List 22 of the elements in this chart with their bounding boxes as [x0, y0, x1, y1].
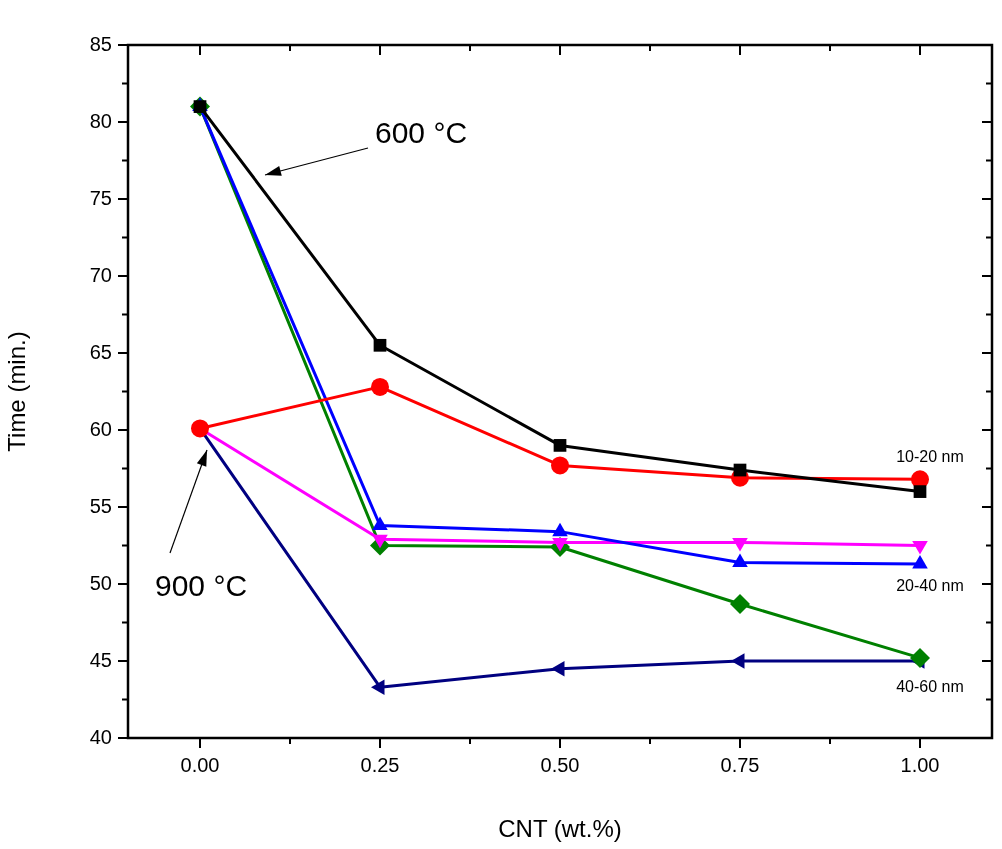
y-tick-label: 75: [89, 186, 112, 209]
x-tick-label: 0.50: [540, 753, 580, 776]
y-tick-label: 70: [89, 263, 112, 286]
y-tick-label: 40: [89, 725, 112, 748]
annotation: 900 °C: [155, 569, 248, 603]
annotation: 20-40 nm: [896, 577, 964, 595]
y-tick-label: 65: [89, 340, 112, 363]
y-tick-label: 80: [89, 109, 112, 132]
y-tick-label: 85: [89, 32, 112, 55]
annotation: 600 °C: [375, 116, 468, 150]
x-tick-label: 0.75: [720, 753, 760, 776]
y-axis-title: Time (min.): [3, 331, 31, 452]
annotation: 10-20 nm: [896, 448, 964, 466]
y-tick-label: 45: [89, 648, 112, 671]
y-tick-label: 60: [89, 417, 112, 440]
y-tick-label: 55: [89, 494, 112, 517]
annotation: 40-60 nm: [896, 678, 964, 696]
y-tick-label: 50: [89, 571, 112, 594]
x-tick-label: 1.00: [900, 753, 940, 776]
x-tick-label: 0.00: [180, 753, 220, 776]
x-axis-title: CNT (wt.%): [498, 815, 622, 843]
x-tick-label: 0.25: [360, 753, 400, 776]
